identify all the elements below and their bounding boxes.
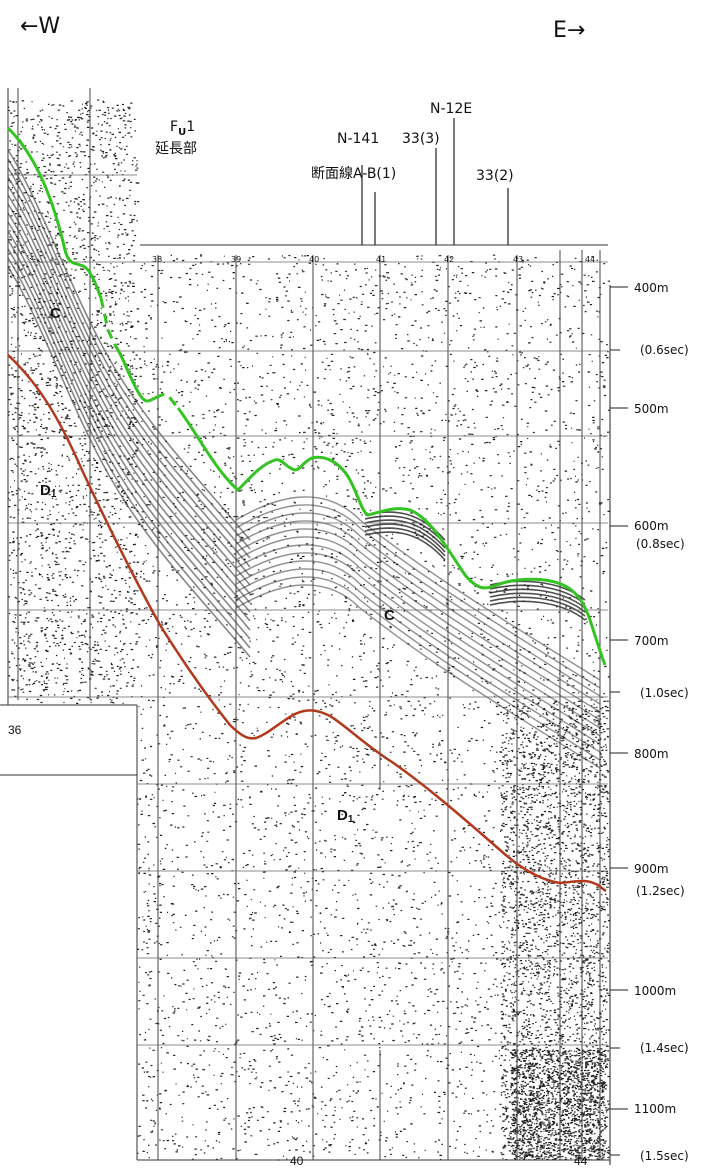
- reflector-band: [7, 212, 251, 604]
- line-label-n141: N-141: [337, 131, 379, 147]
- reflector-band: [489, 588, 586, 609]
- reflector-band: [7, 266, 251, 658]
- horizon-d1: [7, 354, 607, 893]
- direction-east-label: E→: [553, 18, 585, 43]
- reflector-band: [235, 544, 601, 729]
- depth-label: (1.5sec): [640, 1149, 689, 1163]
- timing-lines: [8, 174, 608, 1046]
- reflector-band: [7, 167, 251, 559]
- depth-label: (1.4sec): [640, 1041, 689, 1055]
- reflector-band: [7, 221, 251, 613]
- fix-number: 44: [585, 255, 595, 264]
- fix-number: 41: [376, 255, 386, 264]
- bottom-label-36: 36: [8, 723, 22, 737]
- line-label-33-3: 33(3): [402, 131, 440, 147]
- reflector-band: [489, 592, 586, 613]
- reflector-band: [235, 552, 601, 737]
- horizon-label-d1-west: D1: [40, 482, 57, 500]
- bottom-label-44: 44: [574, 1154, 588, 1168]
- shot-point-leaders: [361, 118, 509, 245]
- fix-number: 40: [309, 255, 319, 264]
- horizon-c-dashed-segment: [99, 297, 117, 346]
- fix-number: 43: [513, 255, 523, 264]
- depth-scale: 400m (0.6sec) 500m 600m (0.8sec) 700m (1.0sec)…: [609, 281, 689, 1165]
- fix-number: 39: [231, 255, 241, 264]
- horizon-label-d1-main: D: [337, 807, 348, 824]
- reflector-band: [7, 194, 251, 586]
- reflector-band: [235, 536, 601, 721]
- depth-label: (1.2sec): [636, 884, 685, 898]
- depth-label: 500m: [634, 402, 669, 416]
- horizon-label-d1-east: D1: [337, 807, 354, 825]
- fix-number: 42: [444, 255, 454, 264]
- direction-west-label: ←W: [20, 14, 60, 39]
- depth-label: (1.0sec): [640, 686, 689, 700]
- depth-label: 1000m: [634, 984, 676, 998]
- depth-label: (0.6sec): [640, 343, 689, 357]
- reflector-band: [7, 185, 251, 577]
- reflector-band: [364, 519, 446, 549]
- reflector-band: [7, 176, 251, 568]
- reflector-band: [7, 257, 251, 649]
- horizon-label-d1-main: D: [40, 482, 51, 499]
- reflector-band: [7, 203, 251, 595]
- reflector-band: [235, 584, 601, 769]
- horizon-d1-line: [7, 354, 607, 893]
- unit-name: FU1: [170, 119, 195, 138]
- depth-label: 1100m: [634, 1102, 676, 1116]
- reflector-band: [364, 527, 446, 557]
- reflector-band: [235, 528, 601, 713]
- record-frames: [0, 88, 610, 1161]
- depth-label: 800m: [634, 747, 669, 761]
- reflector-band: [364, 531, 446, 561]
- horizon-label-c-west: C: [50, 305, 61, 322]
- reflector-band: [7, 248, 251, 640]
- horizon-label-d1-subscript: 1: [348, 814, 354, 825]
- reflector-band: [7, 158, 251, 550]
- reflector-band: [489, 596, 586, 617]
- reflector-band: [235, 504, 601, 689]
- reflector-band: [489, 600, 586, 621]
- reflector-band: [7, 149, 251, 541]
- reflector-band: [235, 568, 601, 753]
- record-fix-numbers: 38 39 40 41 42 43 44: [152, 255, 595, 264]
- reflector-band: [235, 512, 601, 697]
- reflector-band: [489, 584, 586, 605]
- reflector-band: [235, 560, 601, 745]
- depth-label: 900m: [634, 862, 669, 876]
- reflector-band: [235, 576, 601, 761]
- unit-name-main: F: [170, 119, 178, 135]
- horizon-c-line-west: [6, 126, 103, 299]
- unit-name-subscript: U: [178, 127, 186, 138]
- reflector-band: [364, 523, 446, 553]
- reflector-band: [235, 496, 601, 681]
- depth-label: 600m: [634, 519, 669, 533]
- line-label-33-2: 33(2): [476, 168, 514, 184]
- horizon-c-line-mid: [113, 344, 156, 403]
- reflector-bands: [7, 149, 601, 769]
- horizon-label-d1-subscript: 1: [51, 489, 57, 500]
- horizon-label-c-east: C: [384, 607, 395, 624]
- depth-label: 400m: [634, 281, 669, 295]
- bottom-label-40: 40: [290, 1154, 304, 1168]
- depth-label: (0.8sec): [636, 537, 685, 551]
- line-label-n12e: N-12E: [430, 101, 472, 117]
- horizon-c: [6, 126, 607, 666]
- fix-number: 38: [152, 255, 162, 264]
- fix-lines: [17, 88, 601, 1160]
- reflector-band: [7, 239, 251, 631]
- depth-label: 700m: [634, 634, 669, 648]
- horizon-c-line-east: [176, 407, 607, 666]
- reflector-band: [235, 520, 601, 705]
- horizon-c-dashed-segment: [154, 393, 180, 409]
- unit-name-number: 1: [186, 119, 195, 135]
- reflector-band: [7, 230, 251, 622]
- depth-scale-ticks: 400m (0.6sec) 500m 600m (0.8sec) 700m (1.0sec)…: [610, 281, 689, 1163]
- line-label-section-ab: 断面線A-B(1): [311, 166, 396, 182]
- unit-extension-label: 延長部: [155, 141, 197, 157]
